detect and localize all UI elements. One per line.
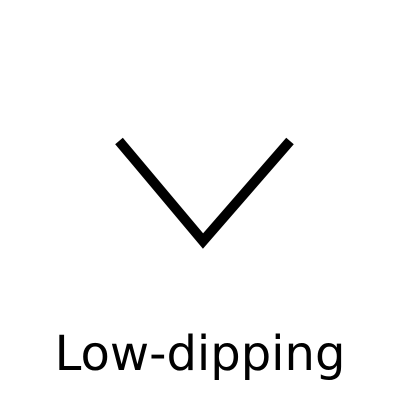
caption-label: Low-dipping xyxy=(54,326,346,382)
chevron-down-stroke xyxy=(115,137,294,249)
chevron-down-icon-svg xyxy=(115,137,294,249)
chevron-down-icon xyxy=(115,137,294,249)
